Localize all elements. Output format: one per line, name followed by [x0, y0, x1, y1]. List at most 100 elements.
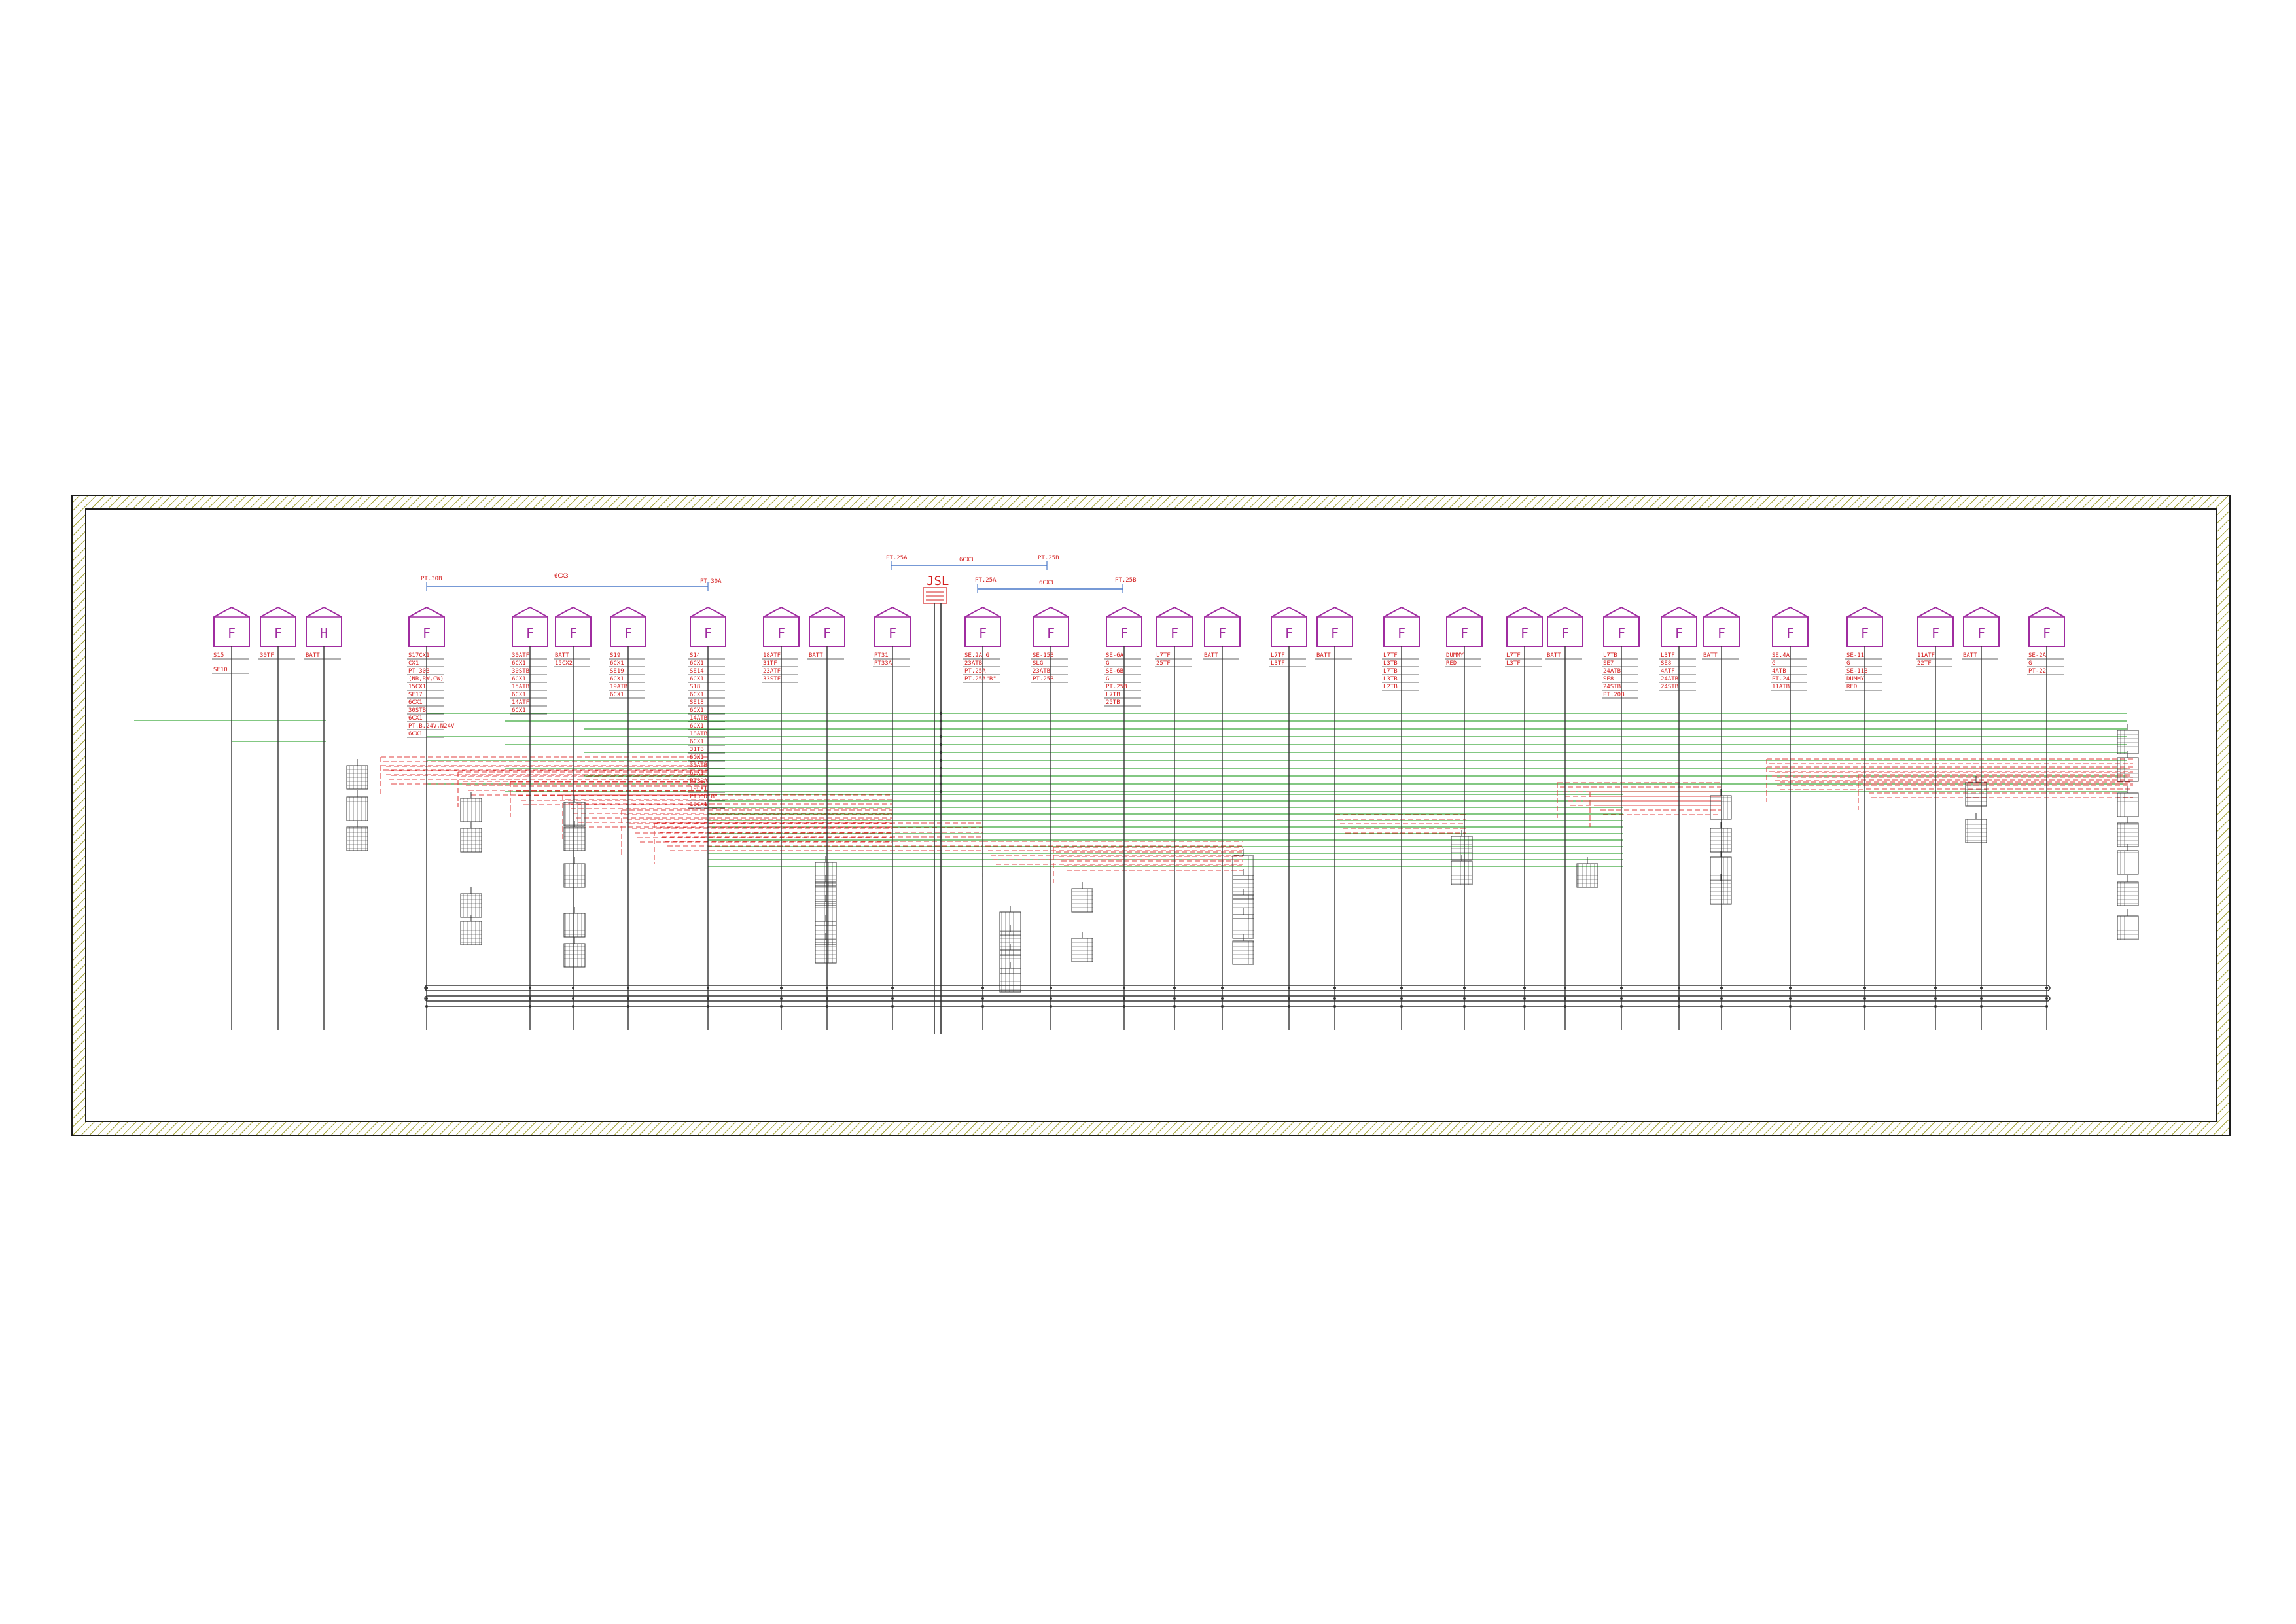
trunk-node — [1400, 997, 1403, 1000]
trunk-node — [1678, 997, 1680, 1000]
enclosure-letter: F — [1786, 626, 1794, 641]
terminal-label: SE10 — [213, 667, 228, 673]
terminal-label: PT.25B — [1033, 676, 1054, 682]
terminal-label: BATT — [555, 652, 569, 659]
block-icon — [1710, 822, 1732, 853]
terminal-label: L3TB — [1383, 660, 1398, 667]
header-span-2-right: PT.25B — [1038, 555, 1059, 561]
terminal-label: 11ATF — [1917, 652, 1935, 659]
cable-blocks — [346, 724, 2139, 993]
header-span-2-left: PT.25A — [886, 555, 908, 561]
column-unit: F BATT — [807, 606, 845, 1030]
column-unit: F BATT — [1315, 606, 1353, 1030]
enclosure-letter: F — [1218, 626, 1226, 641]
terminal-label: BATT — [1316, 652, 1331, 659]
terminal-label: BATT — [809, 652, 823, 659]
terminal-label: SE8 — [1661, 660, 1671, 667]
terminal-label: SE-6A — [1106, 652, 1124, 659]
trunk-node — [1678, 987, 1680, 989]
enclosure-letter: F — [1561, 626, 1569, 641]
block-grid — [2117, 822, 2139, 847]
trunk-node — [1564, 997, 1566, 1000]
header-span-1-mid: 6CX3 — [554, 573, 569, 580]
block-grid — [346, 826, 368, 851]
enclosure-letter: F — [423, 626, 431, 641]
block-grid — [1965, 819, 1987, 843]
enclosure-letter: F — [823, 626, 831, 641]
trunk-node — [1050, 987, 1052, 989]
trunk-node — [572, 997, 574, 1000]
block-icon — [346, 759, 368, 790]
trunk-node — [826, 987, 828, 989]
block-icon — [2117, 875, 2139, 906]
trunk-node — [1173, 987, 1176, 989]
trunk-node — [1720, 997, 1723, 1000]
terminal-label: PT.24 — [1772, 676, 1790, 682]
terminal-label: 6CX1 — [690, 676, 704, 682]
terminal-label: PT31 — [874, 652, 889, 659]
enclosure-letter: F — [1120, 626, 1128, 641]
terminal-label: L2TB — [1383, 684, 1398, 690]
terminal-label: 6CX1 — [690, 723, 704, 730]
terminal-label: SE-11 — [1846, 652, 1864, 659]
terminal-label: S18 — [690, 684, 700, 690]
block-icon — [1965, 813, 1987, 843]
column-unit: F S15 SE10 — [212, 606, 250, 1030]
terminal-label: RED — [1846, 684, 1857, 690]
terminal-label: BATT — [1963, 652, 1977, 659]
terminal-label: CX1 — [408, 660, 419, 667]
column-unit: FS146CX1SE146CX1S186CX1SE186CX114ATB6CX1… — [688, 606, 726, 1030]
terminal-label: L7TB — [1603, 652, 1617, 659]
enclosure-letter: F — [1718, 626, 1725, 641]
trunk-node — [1980, 997, 1983, 1000]
terminal-label: PT30D"B" — [690, 794, 718, 800]
header-span-1: PT.30B 6CX3 PT.30A — [421, 573, 722, 591]
terminal-label: 6CX1 — [512, 692, 526, 698]
trunk-node — [1333, 997, 1336, 1000]
terminal-label: BATT — [1204, 652, 1218, 659]
trunk-node — [981, 997, 984, 1000]
enclosure-letter: F — [704, 626, 712, 641]
block-icon — [1071, 882, 1093, 913]
block-grid — [563, 863, 586, 888]
enclosure-letter: F — [1977, 626, 1985, 641]
terminal-label: BATT — [306, 652, 320, 659]
trunk-node — [707, 987, 709, 989]
block-grid — [1965, 782, 1987, 807]
block-grid — [1071, 938, 1093, 962]
block-grid — [999, 968, 1021, 993]
terminal-label: SE14 — [690, 668, 704, 675]
terminal-label: SLG — [1033, 660, 1043, 667]
trunk-node — [1400, 987, 1403, 989]
block-grid — [2117, 915, 2139, 940]
enclosure-letter: F — [1932, 626, 1939, 641]
terminal-label: G — [1846, 660, 1850, 667]
terminal-label: 18ATB — [690, 731, 707, 737]
block-grid — [563, 943, 586, 968]
block-grid — [2117, 792, 2139, 817]
enclosure-letter: F — [228, 626, 236, 641]
column-unit: F BATT — [1545, 606, 1583, 1030]
terminal-label: 19CX1 — [690, 786, 707, 792]
terminal-label: 24ATB — [1661, 676, 1678, 682]
block-grid — [460, 921, 482, 945]
enclosure-letter: F — [889, 626, 896, 641]
terminal-label: 24STB — [1661, 684, 1678, 690]
column-unit: H BATT — [304, 606, 342, 1030]
trunk-node — [780, 987, 783, 989]
trunk-node — [1523, 987, 1526, 989]
enclosure-letter: F — [1398, 626, 1405, 641]
terminal-label: 6CX1 — [512, 660, 526, 667]
trunk-node — [1333, 987, 1336, 989]
block-grid — [563, 826, 586, 851]
trunk-cables — [424, 985, 2051, 1007]
terminal-label: 15CX2 — [555, 660, 573, 667]
terminal-label: L7TF — [1383, 652, 1398, 659]
trunk-node — [425, 987, 428, 989]
terminal-label: PT33A — [874, 660, 892, 667]
